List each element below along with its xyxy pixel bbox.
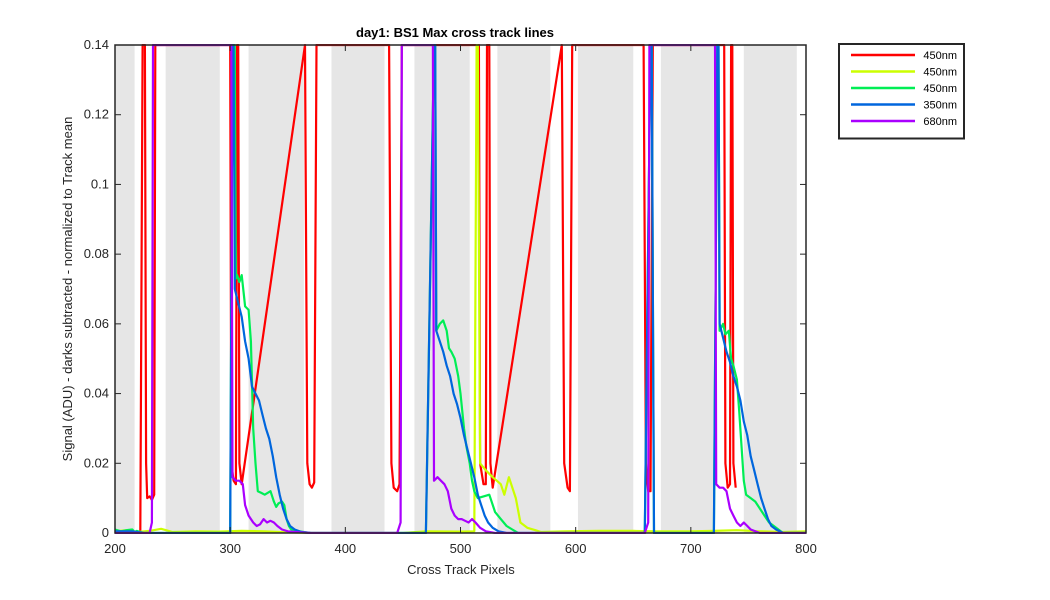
x-tick-label: 200 <box>104 541 126 556</box>
series-line-4 <box>115 44 806 534</box>
legend-box <box>838 43 965 140</box>
y-axis-title: Signal (ADU) - darks subtracted - normal… <box>60 117 75 462</box>
x-tick-label: 300 <box>219 541 241 556</box>
shaded-band-3 <box>331 45 385 533</box>
shaded-band-7 <box>660 45 714 533</box>
legend-label-4: 680nm <box>923 116 957 128</box>
chart-title: day1: BS1 Max cross track lines <box>356 25 554 40</box>
x-tick-label: 700 <box>680 541 702 556</box>
x-tick-label: 400 <box>334 541 356 556</box>
legend-label-1: 450nm <box>923 67 957 79</box>
shaded-band-8 <box>743 45 797 533</box>
shaded-band-0 <box>115 45 135 533</box>
series-line-1 <box>115 44 806 534</box>
shaded-bands <box>115 45 797 533</box>
y-tick-label: 0.14 <box>84 37 109 52</box>
legend: 450nm 450nm 450nm 350nm 680nm <box>838 43 965 140</box>
axis-ticks: 200 300 400 500 600 700 800 0 0.02 0.04 0.06 0.08 0.… <box>84 37 817 556</box>
y-tick-label: 0 <box>102 525 109 540</box>
series-line-3 <box>115 44 806 534</box>
shaded-band-4 <box>414 45 470 533</box>
y-tick-label: 0.1 <box>91 176 109 191</box>
y-tick-label: 0.08 <box>84 246 109 261</box>
y-tick-label: 0.04 <box>84 386 109 401</box>
y-tick-label: 0.02 <box>84 455 109 470</box>
shaded-band-6 <box>577 45 634 533</box>
legend-label-0: 450nm <box>923 50 957 62</box>
shaded-band-1 <box>165 45 220 533</box>
y-tick-label: 0.06 <box>84 316 109 331</box>
y-tick-label: 0.12 <box>84 107 109 122</box>
legend-label-3: 350nm <box>923 100 957 112</box>
shaded-band-2 <box>248 45 304 533</box>
x-tick-label: 600 <box>565 541 587 556</box>
x-axis-title: Cross Track Pixels <box>407 562 515 577</box>
legend-label-2: 450nm <box>923 83 957 95</box>
series-line-2 <box>115 44 806 534</box>
x-tick-label: 500 <box>450 541 472 556</box>
x-tick-label: 800 <box>795 541 817 556</box>
